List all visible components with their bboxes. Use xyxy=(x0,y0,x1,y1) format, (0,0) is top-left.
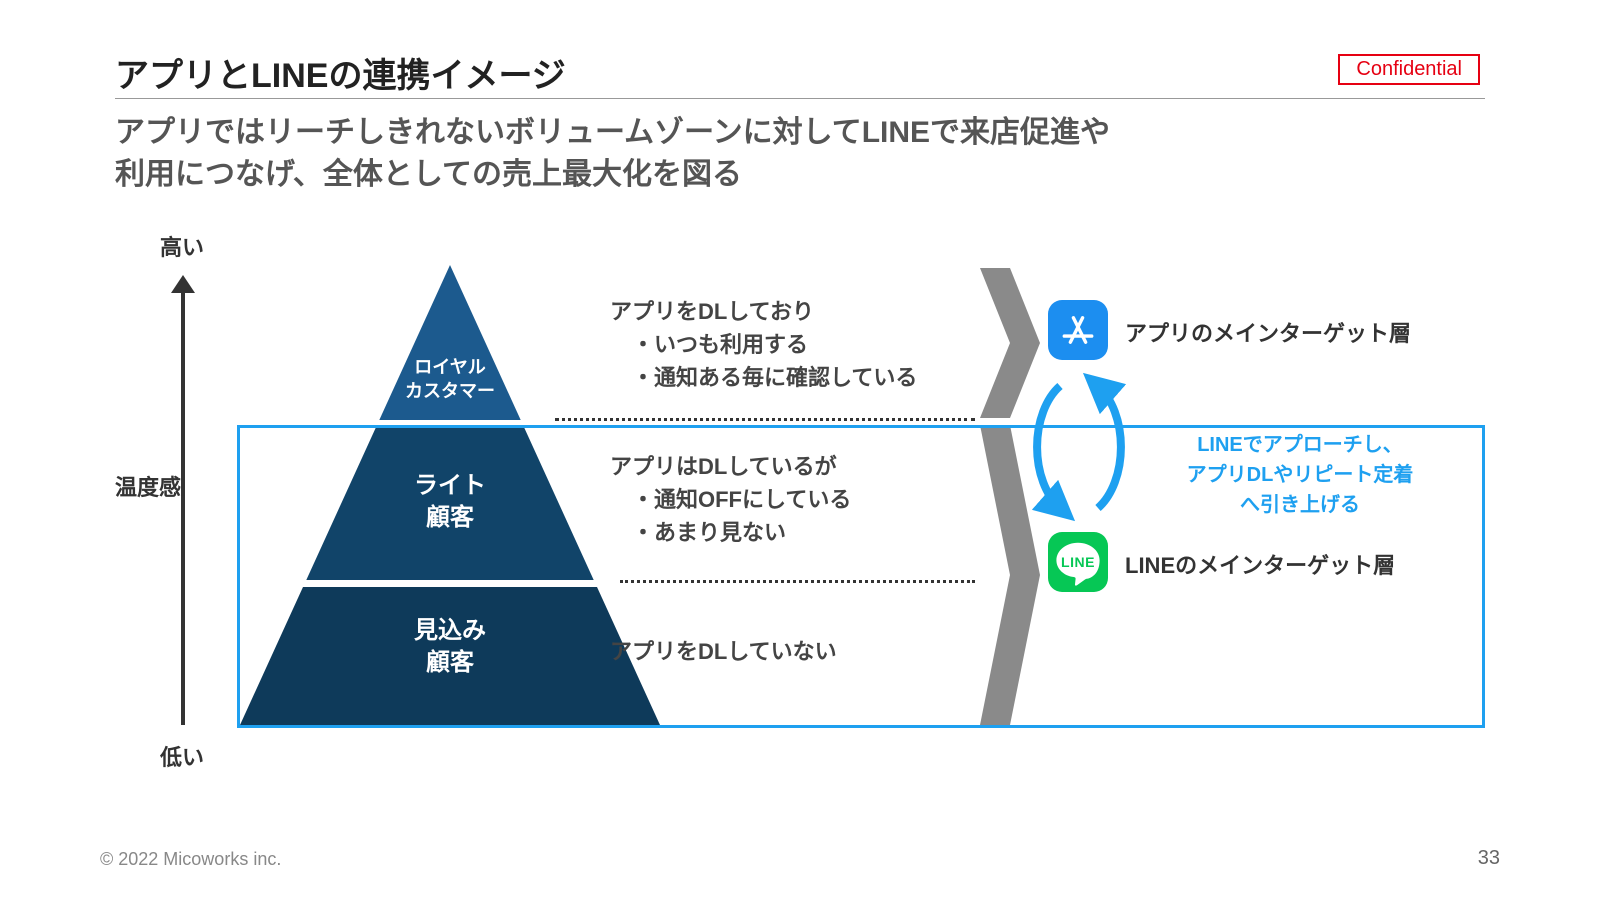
desc-seg3-title: アプリをDLしていない xyxy=(610,635,837,668)
page-title: アプリとLINEの連携イメージ xyxy=(115,48,566,97)
desc-seg1-b1: ・いつも利用する xyxy=(610,328,917,361)
pyramid-seg3-label: 見込み 顧客 xyxy=(240,615,660,680)
dotted-line-upper xyxy=(555,418,975,421)
desc-seg3: アプリをDLしていない xyxy=(610,635,837,668)
desc-seg2-b2: ・あまり見ない xyxy=(610,516,851,549)
line-icon-text: LINE xyxy=(1061,554,1095,570)
yaxis-axis-label: 温度感 xyxy=(115,470,181,502)
footer-copyright: © 2022 Micoworks inc. xyxy=(100,849,281,870)
yaxis-low-label: 低い xyxy=(160,740,204,772)
confidential-badge: Confidential xyxy=(1338,54,1480,85)
slide: アプリとLINEの連携イメージ Confidential アプリではリーチしきれ… xyxy=(0,0,1600,900)
app-store-icon xyxy=(1048,300,1108,360)
page-subtitle: アプリではリーチしきれないボリュームゾーンに対してLINEで来店促進や 利用につ… xyxy=(115,112,1110,196)
chevron-arrow-upper xyxy=(980,268,1040,418)
desc-seg1-b2: ・通知ある毎に確認している xyxy=(610,361,917,394)
dotted-line-lower xyxy=(620,580,975,583)
desc-seg1-title: アプリをDLしており xyxy=(610,295,917,328)
desc-seg2-title: アプリはDLしているが xyxy=(610,450,851,483)
footer-page-number: 33 xyxy=(1478,847,1500,870)
pyramid-chart: ロイヤル カスタマー ライト 顧客 見込み 顧客 xyxy=(240,265,660,725)
chevron-arrow-lower xyxy=(980,425,1040,725)
desc-seg2: アプリはDLしているが ・通知OFFにしている ・あまり見ない xyxy=(610,450,851,549)
highlight-caption: LINEでアプローチし、 アプリDLやリピート定着 へ引き上げる xyxy=(1130,430,1470,520)
desc-seg1: アプリをDLしており ・いつも利用する ・通知ある毎に確認している xyxy=(610,295,917,394)
cycle-arrows-icon xyxy=(1044,368,1114,526)
yaxis-arrow-icon xyxy=(178,275,186,725)
app-target-label: アプリのメインターゲット層 xyxy=(1125,316,1411,348)
line-icon: LINE xyxy=(1048,532,1108,592)
pyramid-seg2-label: ライト 顧客 xyxy=(240,470,660,535)
pyramid-seg1-label: ロイヤル カスタマー xyxy=(240,355,660,404)
header-divider xyxy=(115,98,1485,99)
yaxis-high-label: 高い xyxy=(160,230,204,262)
line-target-label: LINEのメインターゲット層 xyxy=(1125,548,1395,580)
desc-seg2-b1: ・通知OFFにしている xyxy=(610,483,851,516)
